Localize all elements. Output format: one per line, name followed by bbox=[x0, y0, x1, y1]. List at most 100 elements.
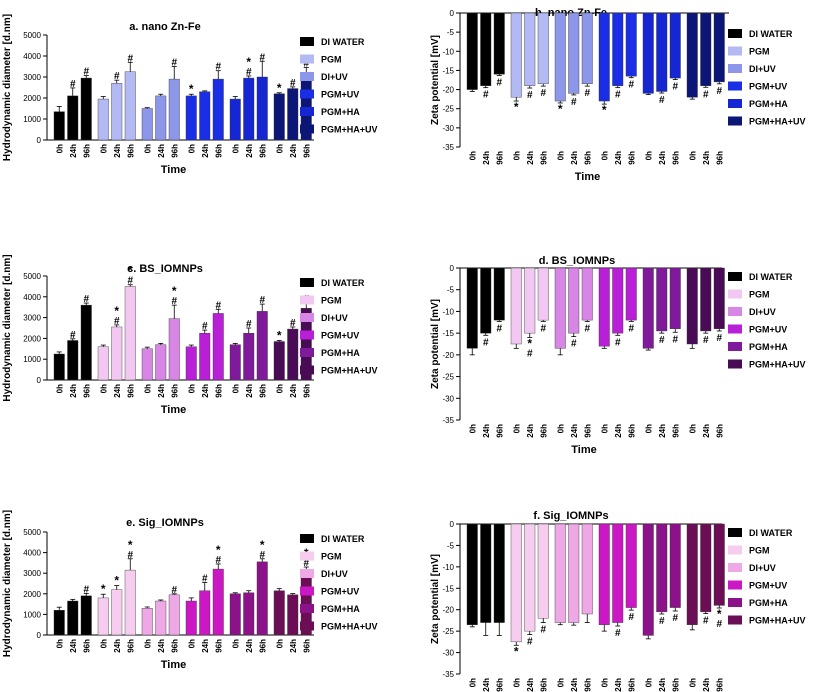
legend-swatch bbox=[728, 598, 742, 607]
x-tick-label: 24h bbox=[201, 384, 210, 398]
x-tick-label: 24h bbox=[526, 678, 535, 692]
bar bbox=[612, 12, 624, 86]
significance-mark: # bbox=[540, 625, 546, 636]
legend-label: DI WATER bbox=[749, 272, 793, 282]
bar bbox=[124, 286, 136, 381]
y-tick-label: -20 bbox=[442, 351, 454, 360]
significance-mark: # bbox=[259, 295, 265, 306]
x-tick-label: 0h bbox=[512, 151, 521, 160]
chart-c: c. BS_IOMNPs 0 1000 2000 3000 4000 5000 Hydrody… bbox=[2, 254, 378, 416]
y-tick-label: -20 bbox=[442, 86, 454, 95]
legend-swatch bbox=[728, 324, 742, 334]
x-tick-label: 24h bbox=[570, 678, 579, 692]
legend-swatch bbox=[300, 89, 314, 99]
legend-label: PGM+UV bbox=[749, 82, 787, 92]
bar bbox=[686, 12, 698, 98]
legend-swatch bbox=[728, 46, 742, 56]
x-tick-label: 0h bbox=[468, 424, 477, 433]
bar bbox=[243, 77, 255, 141]
legend-label: PGM+HA+UV bbox=[749, 360, 806, 370]
y-tick-label: 3000 bbox=[23, 569, 41, 578]
significance-mark: # bbox=[716, 619, 722, 630]
legend-swatch bbox=[300, 365, 314, 375]
bar bbox=[185, 600, 197, 636]
significance-mark: # bbox=[215, 300, 221, 311]
bar bbox=[625, 523, 637, 608]
x-tick-label: 96h bbox=[715, 151, 724, 165]
bar bbox=[53, 353, 65, 381]
legend-label: PGM+UV bbox=[321, 331, 359, 341]
y-tick-label: -20 bbox=[442, 606, 454, 615]
x-tick-label: 96h bbox=[583, 678, 592, 692]
bar bbox=[598, 12, 610, 102]
legend-label: PGM bbox=[321, 296, 342, 306]
significance-mark: # bbox=[716, 333, 722, 344]
significance-mark: # bbox=[584, 88, 590, 99]
y-tick-label: 0 bbox=[450, 9, 455, 18]
legend-swatch bbox=[728, 545, 742, 555]
x-tick-label: 96h bbox=[583, 424, 592, 438]
bar bbox=[287, 594, 299, 636]
legend-swatch bbox=[728, 307, 742, 316]
bar bbox=[229, 344, 241, 381]
significance-mark: # bbox=[483, 90, 489, 101]
y-tick-label: 5000 bbox=[23, 272, 41, 281]
legend-label: DI+UV bbox=[749, 563, 776, 573]
y-axis-label: Hydrodynamic diameter [d.nm] bbox=[2, 254, 13, 401]
bar bbox=[612, 267, 624, 334]
y-tick-label: 5000 bbox=[23, 528, 41, 537]
legend-label: PGM+HA+UV bbox=[321, 622, 378, 632]
legend-label: PGM+UV bbox=[321, 587, 359, 597]
y-tick-label: 2000 bbox=[23, 590, 41, 599]
x-axis-label: Time bbox=[571, 444, 596, 456]
y-tick-label: 2000 bbox=[23, 334, 41, 343]
x-tick-label: 0h bbox=[556, 678, 565, 687]
y-tick-label: -25 bbox=[442, 105, 454, 114]
x-tick-label: 0h bbox=[143, 384, 152, 393]
y-tick-label: -25 bbox=[442, 373, 454, 382]
bar bbox=[273, 341, 285, 381]
legend-label: DI+UV bbox=[749, 64, 776, 74]
legend-label: DI+UV bbox=[321, 72, 348, 82]
significance-mark: # bbox=[571, 97, 577, 108]
significance-mark: * bbox=[114, 304, 119, 318]
bar bbox=[537, 12, 549, 85]
bar bbox=[713, 267, 725, 329]
x-tick-label: 96h bbox=[214, 384, 223, 398]
chart-title: f. Sig_IOMNPs bbox=[533, 510, 608, 522]
bar bbox=[642, 523, 654, 636]
chart-title: a. nano Zn-Fe bbox=[129, 21, 201, 33]
bar bbox=[80, 304, 92, 381]
x-tick-label: 24h bbox=[570, 424, 579, 438]
significance-mark: # bbox=[615, 628, 621, 639]
x-tick-label: 0h bbox=[600, 678, 609, 687]
y-tick-label: 1000 bbox=[23, 355, 41, 364]
bar bbox=[568, 523, 580, 623]
legend-label: PGM+HA+UV bbox=[321, 366, 378, 376]
legend-swatch bbox=[728, 528, 742, 537]
significance-mark: # bbox=[659, 95, 665, 106]
bar bbox=[686, 267, 698, 345]
bar bbox=[155, 600, 167, 636]
bar bbox=[524, 267, 536, 334]
y-tick-label: 0 bbox=[37, 136, 42, 145]
legend-swatch bbox=[728, 342, 742, 351]
x-tick-label: 0h bbox=[512, 424, 521, 433]
legend-label: PGM bbox=[749, 546, 770, 556]
bar bbox=[581, 523, 593, 615]
significance-mark: # bbox=[70, 330, 76, 341]
x-tick-label: 96h bbox=[258, 144, 267, 158]
x-tick-label: 96h bbox=[495, 151, 504, 165]
x-tick-label: 96h bbox=[671, 424, 680, 438]
bar bbox=[287, 328, 299, 381]
x-tick-label: 0h bbox=[688, 151, 697, 160]
legend-label: DI WATER bbox=[749, 528, 793, 538]
bar bbox=[466, 12, 478, 90]
x-axis-label: Time bbox=[161, 659, 186, 671]
bar bbox=[466, 267, 478, 349]
legend-swatch bbox=[300, 295, 314, 305]
x-tick-label: 0h bbox=[644, 424, 653, 433]
x-tick-label: 0h bbox=[55, 639, 64, 648]
bar bbox=[124, 569, 136, 636]
significance-mark: # bbox=[628, 612, 634, 623]
